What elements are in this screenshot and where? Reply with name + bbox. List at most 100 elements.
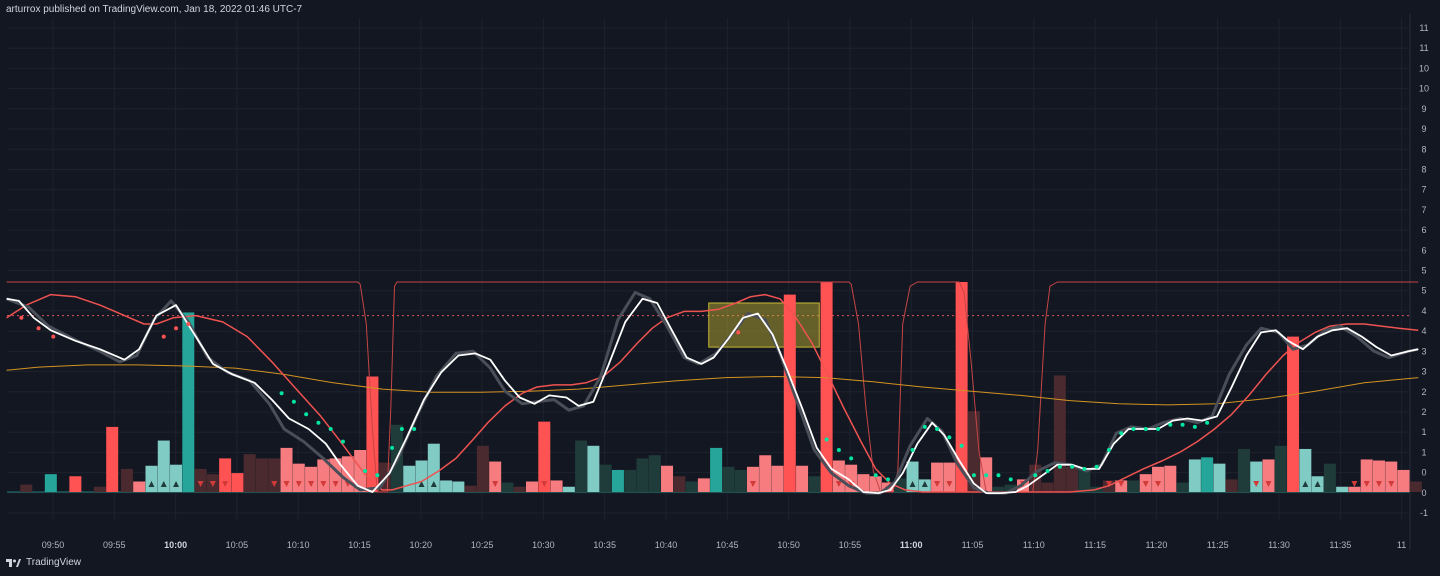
histogram-bar[interactable] — [157, 440, 170, 492]
histogram-bar[interactable] — [1262, 459, 1275, 492]
histogram-bar[interactable] — [292, 463, 305, 492]
histogram-bar[interactable] — [1066, 466, 1079, 492]
brand-footer[interactable]: TradingView — [6, 557, 81, 568]
histogram-bar[interactable] — [1164, 465, 1177, 492]
histogram-bar[interactable] — [1250, 461, 1263, 492]
histogram-bar[interactable] — [1188, 459, 1201, 492]
histogram-bar[interactable] — [648, 455, 661, 492]
orange-line-series[interactable] — [6, 364, 1419, 406]
histogram-bar[interactable] — [1225, 479, 1238, 492]
histogram-bar[interactable] — [526, 481, 539, 493]
histogram-bar[interactable] — [1201, 457, 1214, 492]
histogram-bar[interactable] — [1409, 481, 1422, 493]
histogram-bar[interactable] — [501, 482, 514, 492]
histogram-bar[interactable] — [268, 458, 281, 492]
histogram-bar[interactable] — [93, 486, 106, 492]
histogram-bar[interactable] — [44, 474, 57, 492]
histogram-bar[interactable] — [403, 465, 416, 492]
histogram-bar[interactable] — [1323, 463, 1336, 492]
green-signal-dot — [399, 427, 404, 431]
histogram-bar[interactable] — [931, 462, 944, 492]
histogram-bar[interactable] — [1004, 484, 1017, 492]
histogram-bar[interactable] — [955, 282, 968, 492]
histogram-bar[interactable] — [1348, 486, 1361, 492]
histogram-bar[interactable] — [783, 294, 796, 492]
histogram-bar[interactable] — [820, 282, 833, 492]
histogram-bar[interactable] — [1397, 469, 1410, 492]
histogram-bar[interactable] — [1299, 448, 1312, 492]
histogram-bar[interactable] — [133, 481, 146, 493]
histogram-bar[interactable] — [182, 312, 195, 492]
histogram-bar[interactable] — [440, 480, 453, 492]
histogram-bar[interactable] — [1152, 466, 1165, 492]
histogram-bar[interactable] — [771, 465, 784, 492]
white-line-series[interactable] — [6, 297, 1419, 494]
histogram-bar[interactable] — [1041, 482, 1054, 492]
histogram-bar[interactable] — [1336, 486, 1349, 492]
histogram-bar[interactable] — [317, 459, 330, 492]
histogram-bar[interactable] — [243, 454, 256, 492]
histogram-bar[interactable] — [599, 464, 612, 492]
histogram-bar[interactable] — [611, 469, 624, 492]
histogram-bar[interactable] — [219, 458, 232, 492]
histogram-bar[interactable] — [170, 464, 183, 492]
histogram-bar[interactable] — [427, 443, 440, 492]
histogram-bar[interactable] — [562, 486, 575, 492]
histogram-bar[interactable] — [661, 465, 674, 492]
histogram-bar[interactable] — [796, 465, 809, 492]
histogram-bar[interactable] — [194, 468, 207, 492]
histogram-bar[interactable] — [734, 469, 747, 492]
gray-line-series[interactable] — [6, 291, 1419, 495]
histogram-bar[interactable] — [992, 486, 1005, 492]
histogram-bar[interactable] — [106, 426, 119, 492]
histogram-bar[interactable] — [145, 465, 158, 492]
histogram-bar[interactable] — [722, 466, 735, 492]
histogram-bar[interactable] — [489, 461, 502, 492]
histogram-bar[interactable] — [759, 455, 772, 492]
histogram-bar[interactable] — [69, 476, 82, 492]
histogram-bar[interactable] — [808, 476, 821, 492]
histogram-bar[interactable] — [354, 450, 367, 492]
histogram-bar[interactable] — [746, 466, 759, 492]
histogram-bar[interactable] — [120, 468, 133, 492]
red-line-series[interactable] — [6, 293, 1419, 493]
histogram-bar[interactable] — [857, 474, 870, 492]
histogram-bar[interactable] — [538, 421, 551, 492]
histogram-bar[interactable] — [550, 480, 563, 492]
histogram-bar[interactable] — [685, 481, 698, 493]
histogram-bar[interactable] — [231, 473, 244, 492]
histogram-bar[interactable] — [1176, 482, 1189, 492]
histogram-bar[interactable] — [575, 440, 588, 492]
time-axis[interactable]: 09:50 09:55 10:00 10:05 10:10 10:15 10:20 10:25… — [42, 540, 1407, 550]
histogram-bar[interactable] — [832, 460, 845, 493]
histogram-bar[interactable] — [624, 469, 637, 492]
histogram-bar[interactable] — [1372, 460, 1385, 493]
histogram-bar[interactable] — [906, 461, 919, 492]
histogram-bar[interactable] — [697, 478, 710, 492]
histogram-bar[interactable] — [710, 447, 723, 492]
histogram-bar[interactable] — [1385, 461, 1398, 492]
histogram-bar[interactable] — [513, 486, 526, 492]
histogram-bar[interactable] — [673, 476, 686, 492]
histogram-bar[interactable] — [1274, 445, 1287, 492]
histogram-bar[interactable] — [476, 445, 489, 492]
histogram-bar[interactable] — [1053, 375, 1066, 492]
histogram-bar[interactable] — [305, 466, 318, 492]
histogram-bar[interactable] — [280, 447, 293, 492]
histogram-bar[interactable] — [1078, 468, 1091, 492]
histogram-bar[interactable] — [1213, 463, 1226, 492]
histogram-bar[interactable] — [452, 481, 465, 493]
histogram-bar[interactable] — [415, 460, 428, 493]
histogram-bar[interactable] — [1237, 448, 1250, 492]
histogram-bar[interactable] — [464, 485, 477, 492]
histogram-bar[interactable] — [1360, 459, 1373, 492]
histogram-bar[interactable] — [255, 458, 268, 492]
histogram-bar[interactable] — [1127, 480, 1140, 492]
histogram-bar[interactable] — [587, 445, 600, 492]
histogram-bar[interactable] — [636, 458, 649, 492]
histogram-bar[interactable] — [20, 484, 33, 492]
histogram-bar[interactable] — [943, 462, 956, 492]
histogram-bar[interactable] — [1287, 336, 1300, 492]
